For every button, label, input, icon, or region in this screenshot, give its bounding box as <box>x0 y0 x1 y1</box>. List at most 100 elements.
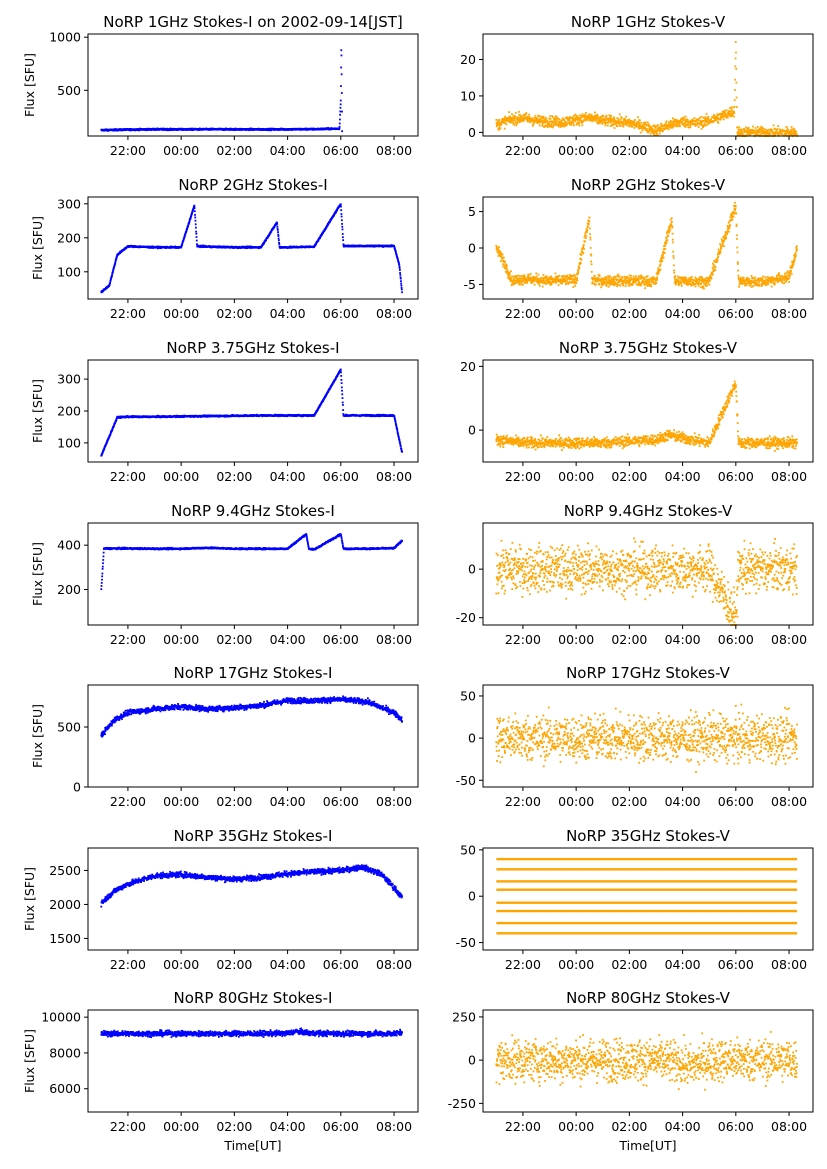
panel-3-point <box>511 275 514 278</box>
panel-1-point <box>549 115 552 118</box>
panel-1-point <box>531 117 534 120</box>
panel-1-point <box>578 124 581 127</box>
panel-1-point <box>682 119 685 122</box>
panel-2-point <box>399 273 402 276</box>
panel-3-point <box>590 270 593 273</box>
panel-3-point <box>508 272 511 274</box>
panel-3-point <box>642 280 645 283</box>
panel-1-point <box>733 106 736 108</box>
panel-1-point <box>674 118 677 121</box>
panel-1-point <box>732 110 735 113</box>
panel-3-point <box>646 275 649 277</box>
panel-1-point <box>541 123 544 126</box>
panel-3-point <box>619 284 622 287</box>
panel-3-point <box>496 250 499 253</box>
panel-2-point <box>340 209 343 212</box>
panel-3-point <box>644 287 646 290</box>
panel-1-point <box>605 114 608 117</box>
panel-3-point <box>590 263 593 266</box>
panel-1-point <box>730 106 733 109</box>
panel-1-point <box>761 129 764 132</box>
panel-1-point <box>735 81 738 84</box>
panel-3-point <box>505 267 508 269</box>
panel-3-point <box>535 275 538 278</box>
panel-3-point <box>521 284 524 286</box>
panel-1-point <box>644 121 647 124</box>
panel-1-point <box>667 128 670 131</box>
panel-3-point <box>643 278 646 281</box>
panel-1-point <box>513 119 516 122</box>
panel-0-ytick-label: 1000 <box>49 30 81 45</box>
panel-3-point <box>617 283 619 286</box>
panel-3-point <box>613 279 616 281</box>
panel-1-point <box>497 129 500 131</box>
panel-1-point <box>581 113 584 116</box>
panel-1-point <box>657 124 659 127</box>
panel-1-point <box>684 126 687 128</box>
panel-2-point <box>277 237 280 240</box>
panel-1-point <box>565 121 568 124</box>
panel-3-point <box>533 283 536 286</box>
panel-3-point <box>526 281 529 284</box>
panel-1-point <box>743 127 746 130</box>
panel-1-point <box>622 125 625 128</box>
panel-1-point <box>724 109 726 112</box>
panel-1-point <box>741 131 744 133</box>
panel-2-point <box>400 286 403 289</box>
panel-0-point <box>338 122 341 125</box>
panel-1-point <box>740 128 743 131</box>
panel-0-point <box>339 118 341 121</box>
panel-2-point <box>180 246 183 249</box>
panel-1-point <box>580 119 583 122</box>
panel-1-point <box>557 125 560 128</box>
panel-1-xtick-label: 08:00 <box>771 143 807 158</box>
panel-1-point <box>726 116 729 119</box>
panel-3-point <box>528 273 530 276</box>
panel-0-xtick-label: 04:00 <box>270 143 306 158</box>
panel-1-point <box>665 120 668 123</box>
panel-2-point <box>195 239 198 242</box>
panel-3-point <box>497 246 500 248</box>
panel-1-point <box>676 125 678 128</box>
panel-1-point <box>624 118 626 121</box>
panel-3-point <box>583 240 586 243</box>
panel-3-point <box>612 275 615 278</box>
panel-1-point <box>533 122 535 125</box>
panel-0-point <box>341 110 343 113</box>
panel-1-point <box>655 132 658 135</box>
panel-2-point <box>194 226 197 229</box>
panel-1-point <box>776 128 779 131</box>
panel-2-point <box>341 228 344 231</box>
panel-3-point <box>588 220 591 222</box>
panel-1-ytick-label: 10 <box>460 88 476 103</box>
panel-1-point <box>735 106 738 109</box>
panel-1-point <box>551 116 554 118</box>
panel-2-title: NoRP 2GHz Stokes-I <box>178 176 327 194</box>
panel-3-point <box>589 247 592 249</box>
panel-1-point <box>560 119 563 122</box>
panel-1-point <box>534 114 537 117</box>
panel-0-title: NoRP 1GHz Stokes-I on 2002-09-14[JST] <box>103 13 403 31</box>
panel-1-point <box>508 111 510 113</box>
panel-2-point <box>193 207 196 209</box>
panel-1-point <box>756 133 758 136</box>
panel-3-point <box>575 282 578 284</box>
panel-3-point <box>637 277 640 280</box>
panel-1-point <box>610 115 612 117</box>
panel-3-point <box>554 272 557 275</box>
panel-1-point <box>681 121 683 123</box>
panel-1-point <box>678 125 681 128</box>
panel-1-point <box>574 113 577 116</box>
panel-1-point <box>620 117 623 119</box>
panel-1-point <box>790 126 793 128</box>
panel-3-point <box>643 276 646 279</box>
panel-0-point <box>339 99 342 102</box>
panel-2-point <box>340 213 343 215</box>
panel-2-point <box>400 282 403 285</box>
panel-1-point <box>634 119 636 121</box>
panel-2-ytick-label: 300 <box>57 196 81 211</box>
panel-3-point <box>529 276 532 279</box>
panel-3-point <box>582 251 585 254</box>
panel-2-point <box>277 235 280 237</box>
panel-3-point <box>501 253 504 256</box>
